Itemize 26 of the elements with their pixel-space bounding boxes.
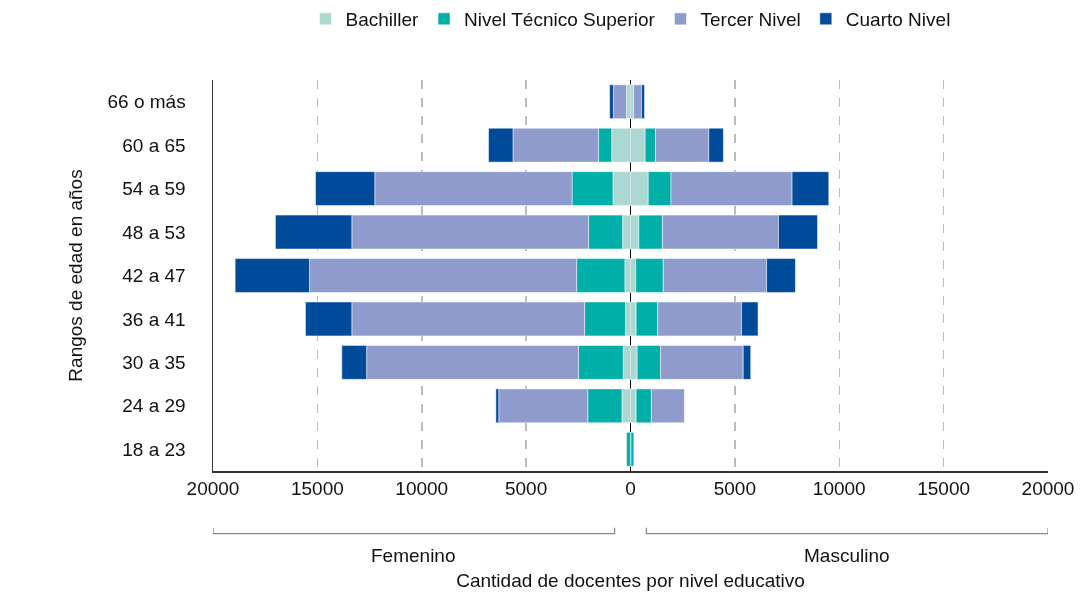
- x-tick-label: 15000: [917, 478, 971, 500]
- legend-label: Cuarto Nivel: [845, 9, 951, 31]
- y-tick-label: 30 a 35: [122, 352, 186, 374]
- y-tick-label: 42 a 47: [122, 265, 186, 287]
- x-tick-label: 0: [625, 478, 636, 500]
- y-tick-label: 66 o más: [107, 91, 186, 113]
- x-tick-label: 15000: [290, 478, 344, 500]
- x-tick-label: 10000: [395, 478, 449, 500]
- x-tick-label: 20000: [1021, 478, 1075, 500]
- y-tick-label: 36 a 41: [122, 308, 186, 330]
- legend-label: Bachiller: [345, 9, 420, 31]
- x-tick-label: 10000: [812, 478, 866, 500]
- legend-label: Tercer Nivel: [700, 9, 801, 31]
- x-tick-label: 5000: [713, 478, 757, 500]
- x-tick-label: 5000: [504, 478, 548, 500]
- legend-label: Nivel Técnico Superior: [464, 9, 656, 31]
- y-tick-label: 18 a 23: [122, 438, 186, 460]
- text: Masculino: [804, 545, 890, 566]
- y-axis-title: Rangos de edad en años: [64, 169, 86, 382]
- y-tick-label: 54 a 59: [122, 178, 186, 200]
- y-tick-label: 24 a 29: [122, 395, 186, 417]
- y-tick-label: 48 a 53: [122, 221, 186, 243]
- text: Femenino: [371, 545, 456, 566]
- x-axis-title: Cantidad de docentes por nivel educativo: [456, 569, 805, 591]
- y-tick-label: 60 a 65: [122, 134, 186, 156]
- x-tick-label: 20000: [186, 478, 240, 500]
